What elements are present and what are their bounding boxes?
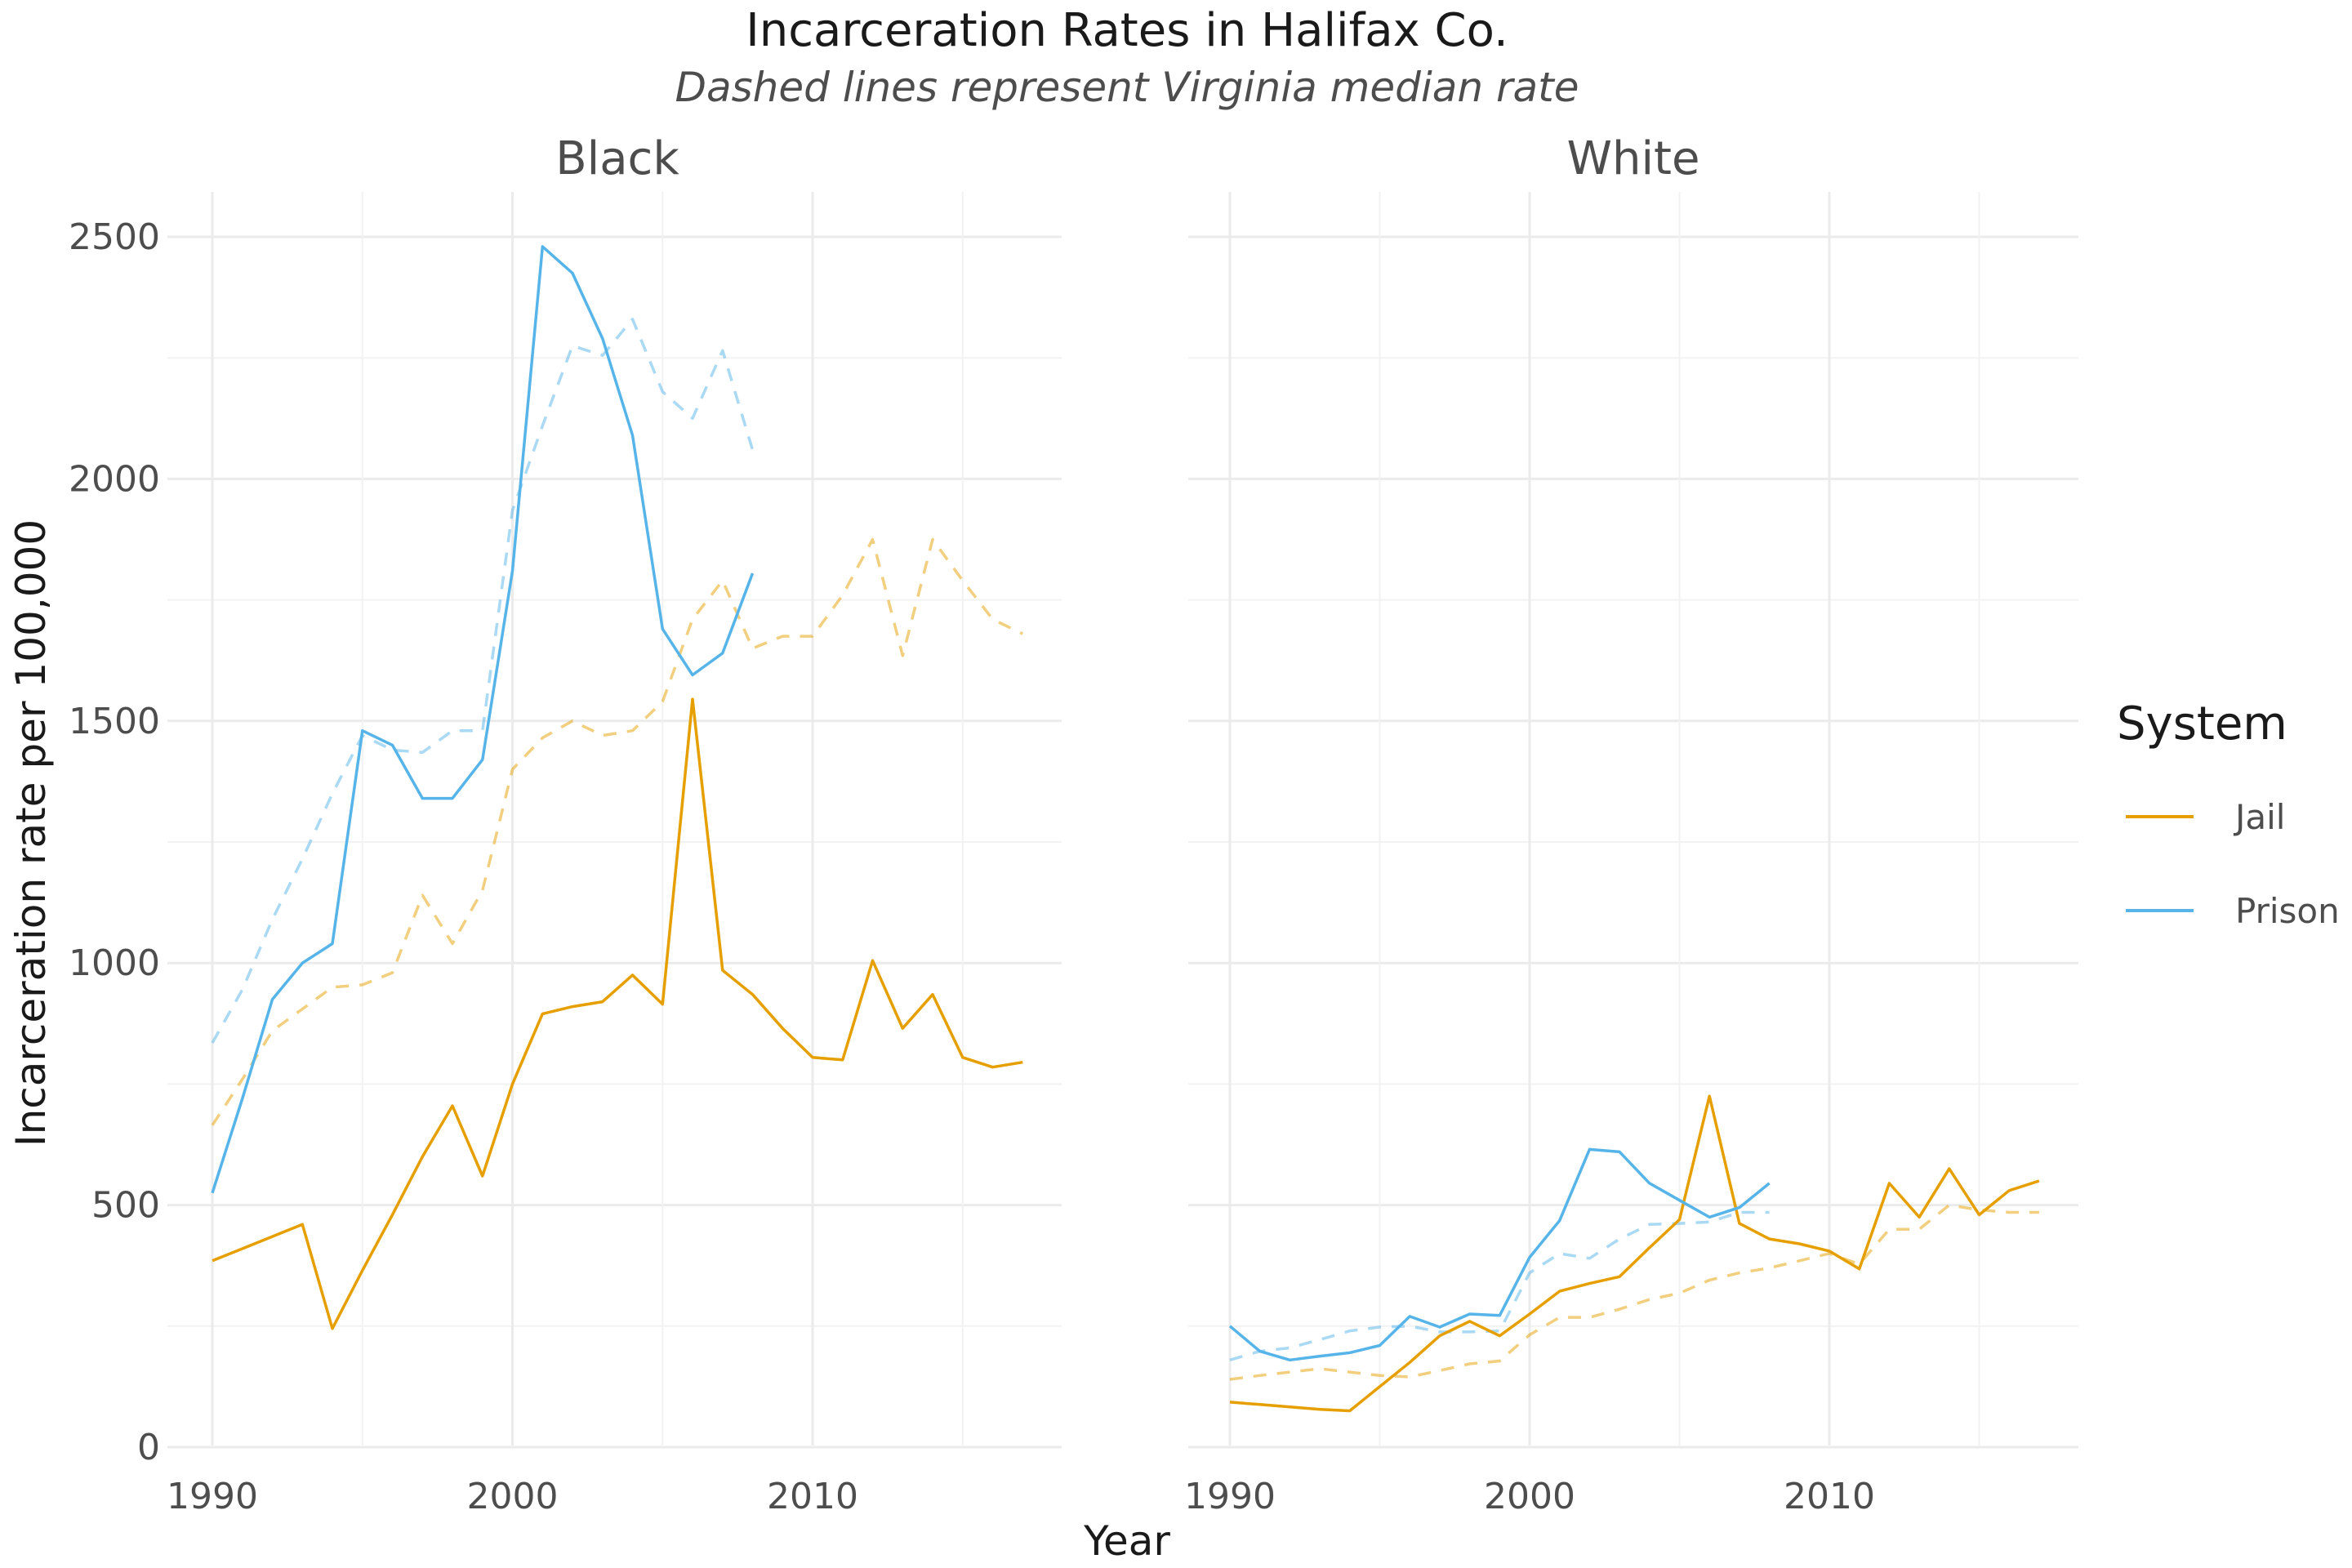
y-tick-label: 1000 xyxy=(69,942,160,984)
panel-black-label: Black xyxy=(555,132,679,185)
x-tick-label: 1990 xyxy=(167,1476,258,1517)
series-line-jail-dashed xyxy=(1229,1203,2039,1381)
panel-black-grid xyxy=(167,192,1062,1449)
panel-white-series xyxy=(1228,1094,2040,1413)
y-tick-label: 500 xyxy=(91,1185,160,1227)
series-line-prison-solid xyxy=(211,245,755,1194)
x-axis-label: Year xyxy=(1083,1517,1170,1565)
panel-white: White xyxy=(1188,132,2078,1449)
series-line-jail-dashed xyxy=(211,537,1024,1126)
y-tick-label: 1500 xyxy=(69,701,160,742)
x-tick-label: 2010 xyxy=(767,1476,858,1517)
y-tick-label: 2000 xyxy=(69,458,160,500)
series-line-prison-dashed xyxy=(211,318,755,1044)
panel-white-label: White xyxy=(1567,132,1700,185)
legend-title: System xyxy=(2117,697,2287,751)
series-line-jail-solid xyxy=(1229,1094,2040,1413)
legend-label-jail: Jail xyxy=(2233,797,2285,837)
y-axis-label: Incarceration rate per 100,000 xyxy=(7,519,55,1147)
x-tick-label: 2010 xyxy=(1784,1476,1875,1517)
series-line-jail-solid xyxy=(212,697,1023,1330)
legend: System Jail Prison xyxy=(2117,697,2340,931)
x-tick-label: 2000 xyxy=(467,1476,559,1517)
series-line-prison-dashed xyxy=(1229,1210,1770,1361)
chart-subtitle: Dashed lines represent Virginia median r… xyxy=(675,64,1579,111)
panel-white-grid xyxy=(1188,192,2078,1449)
y-tick-label: 2500 xyxy=(69,216,160,258)
y-axis-ticks: 0 500 1000 1500 2000 2500 xyxy=(69,216,160,1468)
series-line-prison-solid xyxy=(1228,1147,1771,1362)
panel-black-series xyxy=(211,245,1024,1330)
legend-entries: Jail Prison xyxy=(2126,797,2340,931)
x-axis-ticks: 1990 2000 2010 1990 2000 2010 xyxy=(167,1476,1875,1517)
legend-label-prison: Prison xyxy=(2235,891,2340,931)
panel-black: Black xyxy=(167,132,1062,1449)
chart-title: Incarceration Rates in Halifax Co. xyxy=(746,4,1508,57)
x-tick-label: 2000 xyxy=(1484,1476,1575,1517)
y-tick-label: 0 xyxy=(137,1427,160,1468)
x-tick-label: 1990 xyxy=(1184,1476,1276,1517)
